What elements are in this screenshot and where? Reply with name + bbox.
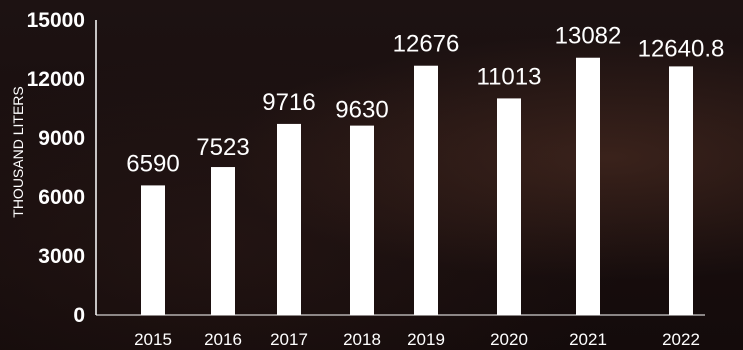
- bar-2020: [497, 98, 521, 315]
- x-tick-label-2018: 2018: [343, 330, 381, 349]
- x-tick-label-2020: 2020: [490, 330, 528, 349]
- value-label-2016: 7523: [196, 134, 249, 161]
- y-tick-label: 0: [73, 304, 85, 327]
- value-label-2020: 11013: [477, 63, 542, 90]
- value-label-2022: 12640.8: [638, 35, 725, 62]
- y-tick-label: 9000: [38, 127, 85, 150]
- value-label-2015: 6590: [126, 150, 179, 177]
- y-axis-label: THOUSAND LITERS: [10, 86, 26, 217]
- x-tick-label-2021: 2021: [569, 330, 607, 349]
- bar-2019: [414, 65, 438, 316]
- bar-2022: [669, 66, 693, 315]
- x-tick-label-2015: 2015: [134, 330, 172, 349]
- x-tick-label-2017: 2017: [270, 330, 308, 349]
- value-label-2019: 12676: [393, 31, 460, 58]
- y-axis-ticks: 0 3000 6000 9000 12000 15000: [27, 9, 85, 327]
- y-tick-label: 3000: [38, 245, 85, 268]
- value-label-2017: 9716: [262, 89, 315, 116]
- bars-group: [141, 57, 693, 316]
- y-tick-label: 6000: [38, 186, 85, 209]
- x-axis-labels: 2015 2016 2017 2018 2019 2020 2021 2022: [134, 330, 700, 349]
- value-label-2018: 9630: [335, 97, 388, 124]
- bar-2017: [277, 123, 301, 315]
- bar-2018: [350, 125, 374, 315]
- bar-2021: [576, 57, 600, 315]
- y-tick-label: 12000: [27, 68, 85, 91]
- x-tick-label-2016: 2016: [204, 330, 242, 349]
- x-tick-label-2019: 2019: [407, 330, 445, 349]
- bar-2015: [141, 185, 165, 315]
- x-tick-label-2022: 2022: [662, 330, 700, 349]
- value-labels-group: 6590 7523 9716 9630 12676 11013 13082 12640.8: [126, 23, 724, 178]
- bar-2016: [211, 167, 235, 315]
- value-label-2021: 13082: [555, 23, 622, 50]
- y-tick-label: 15000: [27, 9, 85, 32]
